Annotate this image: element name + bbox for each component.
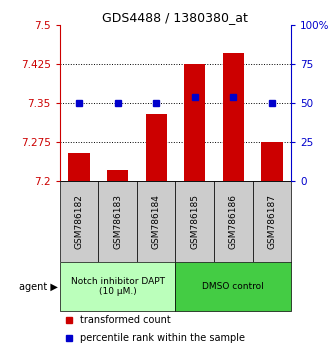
Text: GSM786183: GSM786183 xyxy=(113,194,122,249)
Bar xyxy=(253,181,291,262)
Bar xyxy=(60,181,98,262)
Bar xyxy=(175,262,291,311)
Bar xyxy=(261,142,283,181)
Bar xyxy=(98,181,137,262)
Bar xyxy=(214,181,253,262)
Text: transformed count: transformed count xyxy=(80,315,171,325)
Bar xyxy=(107,170,128,181)
Text: Notch inhibitor DAPT
(10 μM.): Notch inhibitor DAPT (10 μM.) xyxy=(71,277,165,296)
Text: GSM786182: GSM786182 xyxy=(74,194,83,249)
Bar xyxy=(137,181,175,262)
Text: GSM786186: GSM786186 xyxy=(229,194,238,249)
Text: GSM786185: GSM786185 xyxy=(190,194,199,249)
Bar xyxy=(146,114,167,181)
Text: agent ▶: agent ▶ xyxy=(19,281,58,291)
Bar xyxy=(223,53,244,181)
Text: GSM786187: GSM786187 xyxy=(267,194,276,249)
Text: percentile rank within the sample: percentile rank within the sample xyxy=(80,333,245,343)
Text: GSM786184: GSM786184 xyxy=(152,194,161,249)
Bar xyxy=(184,64,205,181)
Title: GDS4488 / 1380380_at: GDS4488 / 1380380_at xyxy=(103,11,248,24)
Bar xyxy=(68,153,89,181)
Bar xyxy=(175,181,214,262)
Bar xyxy=(60,262,175,311)
Text: DMSO control: DMSO control xyxy=(203,282,264,291)
